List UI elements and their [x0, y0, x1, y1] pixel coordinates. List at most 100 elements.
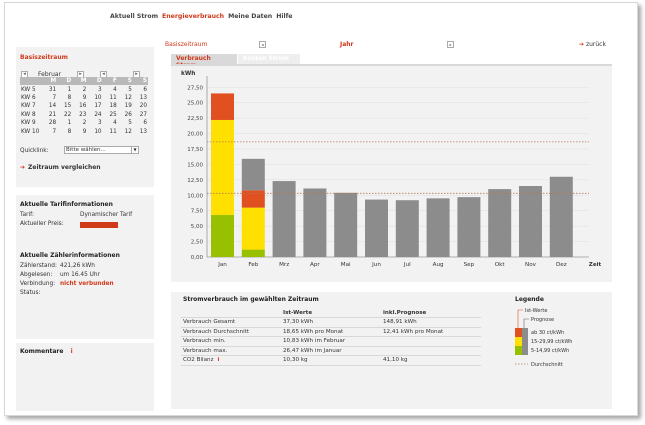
calendar-day[interactable]: 28 — [48, 120, 57, 127]
calendar-day[interactable]: 6 — [143, 86, 147, 93]
calendar-header-cell: F — [102, 77, 118, 86]
compare-period-link[interactable]: ➔ Zeitraum vergleichen — [20, 164, 101, 171]
info-icon[interactable]: i — [217, 357, 220, 364]
calendar-day[interactable]: 10 — [94, 128, 102, 135]
calendar-day[interactable]: 31 — [48, 86, 57, 93]
kommentare-panel: Kommentare i — [16, 343, 154, 411]
kommentare-label: Kommentare — [20, 348, 64, 355]
legend-swatch-red — [515, 328, 522, 337]
tab-kosten-strom[interactable]: Kosten Strom — [238, 54, 300, 64]
summary-label-text: Verbrauch max. — [183, 347, 228, 354]
summary-row-label: CO2 Bilanz i — [181, 355, 281, 366]
back-link[interactable]: ➔ zurück — [579, 41, 606, 48]
summary-label-text: Verbrauch Gesamt — [183, 319, 236, 326]
price-label: Aktueller Preis: — [20, 221, 64, 227]
calendar-day[interactable]: 7 — [52, 94, 57, 101]
calendar-day[interactable]: 12 — [124, 94, 132, 101]
calendar-day[interactable]: 9 — [82, 94, 87, 101]
calendar-day[interactable]: 8 — [67, 94, 72, 101]
calendar-day[interactable]: 18 — [109, 103, 117, 110]
y-tick-label: 25,00 — [187, 101, 203, 107]
calendar-day[interactable]: 22 — [64, 111, 72, 118]
calendar-week-label[interactable]: KW 10 — [21, 128, 40, 135]
calendar-day[interactable]: 7 — [52, 128, 57, 135]
summary-row-label: Verbrauch Durchschnitt — [181, 327, 281, 337]
calendar-day[interactable]: 2 — [82, 86, 87, 93]
period-select-arrow[interactable]: ▸ — [447, 41, 454, 48]
calendar-day[interactable]: 12 — [124, 128, 132, 135]
info-icon[interactable]: i — [70, 348, 73, 355]
calendar-week-label[interactable]: KW 7 — [21, 103, 36, 110]
nav-item-meine-daten[interactable]: Meine Daten — [228, 13, 273, 20]
calendar-week-label[interactable]: KW 8 — [21, 111, 36, 118]
x-tick-label: Okt — [495, 262, 506, 268]
nav-item-aktuell-strom[interactable]: Aktuell Strom — [110, 13, 159, 20]
calendar-week-row: KW 7 14 15 16 17 18 19 20 — [20, 102, 148, 110]
y-tick-label: 0,00 — [191, 255, 204, 261]
quicklink-select[interactable]: Bitte wählen... ▼ — [64, 146, 139, 154]
calendar-day[interactable]: 26 — [124, 111, 132, 118]
calendar-day[interactable]: 11 — [109, 94, 117, 101]
basis-select[interactable]: Basiszeitraum — [165, 41, 207, 48]
calendar-day[interactable]: 16 — [79, 103, 87, 110]
tarif-title: Aktuelle Tarifinformationen — [20, 201, 113, 208]
calendar-day[interactable]: 24 — [94, 111, 102, 118]
summary-prognose-value: 148,91 kWh — [381, 317, 481, 328]
nav-item-energieverbrauch[interactable]: Energieverbrauch — [162, 13, 225, 20]
bar-segment — [395, 200, 419, 257]
tab-verbrauch-strom[interactable]: Verbrauch Strom — [171, 54, 237, 69]
calendar-day[interactable]: 5 — [128, 120, 132, 127]
calendar-day[interactable]: 27 — [139, 111, 147, 118]
quicklink-value: Bitte wählen... — [66, 147, 106, 153]
calendar-week-label[interactable]: KW 6 — [21, 94, 36, 101]
calendar-day[interactable]: 21 — [48, 111, 57, 118]
period-select-label: Jahr — [340, 41, 354, 48]
calendar-day[interactable]: 5 — [128, 86, 132, 93]
chevron-down-icon: ▼ — [131, 147, 138, 153]
zaehlerstand-value: 421,26 kWh — [60, 263, 95, 269]
bar-segment — [549, 176, 573, 257]
calendar-day[interactable]: 9 — [82, 128, 87, 135]
y-tick-label: 20,00 — [187, 132, 203, 138]
zaehlerstand-label: Zählerstand: — [20, 263, 57, 269]
calendar-day[interactable]: 17 — [94, 103, 102, 110]
summary-prognose-value — [381, 346, 481, 356]
x-tick-label: Feb — [248, 262, 258, 268]
calendar-day[interactable]: 4 — [113, 120, 117, 127]
calendar-day[interactable]: 3 — [97, 86, 102, 93]
calendar-day[interactable]: 23 — [79, 111, 87, 118]
zaehler-title: Aktuelle Zählerinformationen — [20, 252, 120, 259]
basis-select-arrow[interactable]: ◂ — [259, 41, 266, 48]
info-panel: Aktuelle Tarifinformationen Tarif: Dynam… — [16, 195, 154, 339]
calendar-day[interactable]: 13 — [139, 128, 147, 135]
calendar-day[interactable]: 10 — [94, 94, 102, 101]
bar-segment — [241, 190, 265, 208]
month-label[interactable]: Februar — [38, 71, 62, 78]
period-select[interactable]: Jahr — [340, 41, 354, 48]
calendar-day[interactable]: 11 — [109, 128, 117, 135]
summary-header-empty — [181, 308, 281, 318]
bar-segment — [303, 188, 327, 257]
calendar-day[interactable]: 14 — [48, 103, 57, 110]
calendar-day[interactable]: 1 — [67, 86, 72, 93]
calendar-day[interactable]: 6 — [143, 120, 147, 127]
summary-panel: Stromverbrauch im gewählten Zeitraum Ist… — [171, 292, 612, 409]
nav-item-hilfe[interactable]: Hilfe — [276, 13, 293, 20]
calendar-day[interactable]: 3 — [97, 120, 102, 127]
calendar-week-label[interactable]: KW 5 — [21, 86, 36, 93]
calendar-header-cell: S — [117, 77, 133, 86]
calendar-week-row: KW 9 28 1 2 3 4 5 6 — [20, 119, 148, 127]
bar-segment — [426, 198, 450, 257]
calendar-day[interactable]: 25 — [109, 111, 117, 118]
calendar-day[interactable]: 8 — [67, 128, 72, 135]
calendar-day[interactable]: 1 — [67, 120, 72, 127]
calendar-day[interactable]: 2 — [82, 120, 87, 127]
calendar-day[interactable]: 19 — [124, 103, 132, 110]
calendar-week-label[interactable]: KW 9 — [21, 120, 36, 127]
calendar-day[interactable]: 20 — [139, 103, 147, 110]
calendar-day[interactable]: 15 — [64, 103, 72, 110]
calendar-day[interactable]: 4 — [113, 86, 117, 93]
calendar-day[interactable]: 13 — [139, 94, 147, 101]
x-tick-label: Apr — [310, 262, 320, 268]
legend-connector — [523, 318, 529, 328]
